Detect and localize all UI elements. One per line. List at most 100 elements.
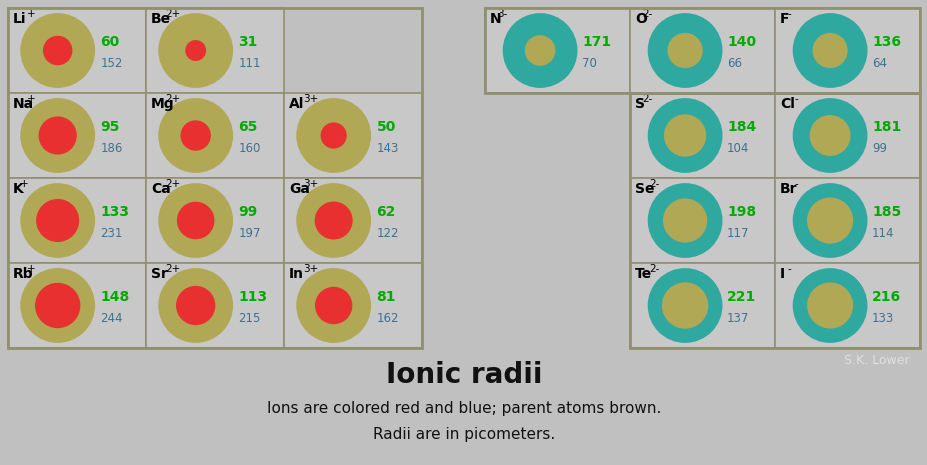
Bar — [8, 8, 422, 348]
Bar — [146, 93, 284, 178]
Circle shape — [20, 268, 95, 343]
Circle shape — [647, 98, 722, 173]
Text: Cl: Cl — [780, 97, 794, 111]
Text: S: S — [634, 97, 644, 111]
Text: -: - — [786, 264, 790, 274]
Circle shape — [812, 33, 846, 68]
Bar — [774, 8, 919, 93]
Bar — [629, 93, 774, 178]
Circle shape — [502, 13, 577, 88]
Circle shape — [808, 115, 850, 156]
Circle shape — [792, 268, 867, 343]
Text: Br: Br — [780, 182, 796, 196]
Bar — [284, 178, 422, 263]
Text: 2+: 2+ — [165, 264, 181, 274]
Text: 140: 140 — [727, 35, 756, 49]
Bar — [8, 93, 146, 178]
Text: Ions are colored red and blue; parent atoms brown.: Ions are colored red and blue; parent at… — [267, 400, 660, 416]
Circle shape — [159, 183, 233, 258]
Text: 99: 99 — [871, 142, 886, 155]
Text: Mg: Mg — [151, 97, 174, 111]
Text: 215: 215 — [238, 312, 260, 325]
Text: 2-: 2- — [641, 94, 652, 104]
Text: 62: 62 — [376, 205, 396, 219]
Text: 114: 114 — [871, 227, 894, 240]
Circle shape — [176, 286, 215, 325]
Bar — [629, 8, 774, 93]
Text: 143: 143 — [376, 142, 399, 155]
Circle shape — [667, 33, 702, 68]
Text: 2-: 2- — [641, 9, 652, 19]
Circle shape — [314, 287, 352, 324]
Text: 136: 136 — [871, 35, 900, 49]
Text: Na: Na — [13, 97, 34, 111]
Text: -: - — [794, 94, 797, 104]
Text: Radii are in picometers.: Radii are in picometers. — [373, 427, 554, 443]
Text: 197: 197 — [238, 227, 260, 240]
Bar — [629, 263, 774, 348]
Circle shape — [35, 283, 81, 328]
Bar — [8, 263, 146, 348]
Text: 185: 185 — [871, 205, 900, 219]
Text: 95: 95 — [100, 120, 120, 134]
Bar — [8, 8, 146, 93]
Circle shape — [20, 13, 95, 88]
Text: 133: 133 — [871, 312, 894, 325]
Text: 137: 137 — [727, 312, 749, 325]
Text: 113: 113 — [238, 290, 267, 304]
Text: Li: Li — [13, 12, 27, 26]
Bar — [146, 263, 284, 348]
Circle shape — [177, 202, 214, 239]
Text: 122: 122 — [376, 227, 399, 240]
Circle shape — [320, 122, 347, 149]
Text: S.K. Lower: S.K. Lower — [844, 353, 909, 366]
Bar — [8, 178, 146, 263]
Circle shape — [647, 268, 722, 343]
Text: 117: 117 — [727, 227, 749, 240]
Text: 231: 231 — [100, 227, 122, 240]
Circle shape — [39, 116, 77, 154]
Circle shape — [296, 98, 371, 173]
Circle shape — [792, 98, 867, 173]
Circle shape — [661, 282, 707, 329]
Text: 81: 81 — [376, 290, 396, 304]
Text: Ca: Ca — [151, 182, 171, 196]
Bar — [629, 178, 774, 263]
Circle shape — [36, 199, 79, 242]
Text: Ga: Ga — [288, 182, 310, 196]
Text: Sr: Sr — [151, 267, 168, 281]
Bar — [146, 8, 284, 93]
Text: Te: Te — [634, 267, 652, 281]
Text: +: + — [28, 9, 36, 19]
Text: 198: 198 — [727, 205, 756, 219]
Circle shape — [185, 40, 206, 61]
Text: 160: 160 — [238, 142, 260, 155]
Text: I: I — [780, 267, 784, 281]
Text: O: O — [634, 12, 646, 26]
Text: 104: 104 — [727, 142, 749, 155]
Circle shape — [20, 183, 95, 258]
Circle shape — [159, 13, 233, 88]
Bar — [774, 93, 919, 178]
Circle shape — [647, 13, 722, 88]
Text: -: - — [786, 9, 790, 19]
Text: 3-: 3- — [497, 9, 507, 19]
Text: 70: 70 — [581, 57, 596, 70]
Text: 221: 221 — [727, 290, 756, 304]
Text: 65: 65 — [238, 120, 258, 134]
Text: Ionic radii: Ionic radii — [386, 361, 541, 389]
Text: F: F — [780, 12, 789, 26]
Text: In: In — [288, 267, 304, 281]
Text: +: + — [20, 179, 29, 189]
Circle shape — [525, 35, 555, 66]
Text: 31: 31 — [238, 35, 258, 49]
Circle shape — [296, 268, 371, 343]
Text: 3+: 3+ — [303, 179, 318, 189]
Circle shape — [20, 98, 95, 173]
Text: 60: 60 — [100, 35, 120, 49]
Bar — [629, 93, 919, 348]
Text: Be: Be — [151, 12, 171, 26]
Bar — [485, 8, 919, 93]
Text: 2-: 2- — [649, 264, 659, 274]
Circle shape — [662, 199, 706, 243]
